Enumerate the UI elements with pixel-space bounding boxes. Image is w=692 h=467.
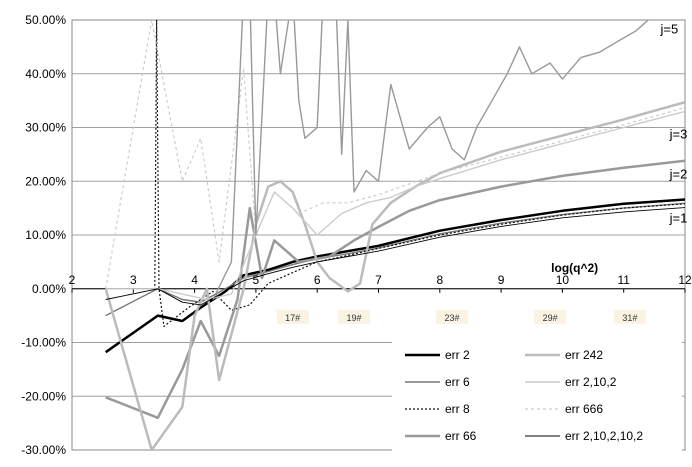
legend-label: err 666 (565, 402, 603, 416)
legend-label: err 2,10,2,10,2 (565, 429, 643, 443)
x-badge: 19# (346, 313, 361, 323)
x-tick-label: 2 (69, 273, 76, 287)
series-line-3 (105, 159, 685, 420)
series-line-5 (105, 110, 685, 301)
annotation-layer: 17# 19# 23# 29# 31# j=5 j=3 j=2 j=1 (276, 21, 688, 324)
plot-border (71, 19, 686, 451)
y-tick-label: 30.00% (25, 121, 66, 135)
curve-label: j=2 (669, 167, 688, 182)
x-badge: 17# (285, 313, 300, 323)
legend-label: err 66 (445, 429, 477, 443)
grid-layer (71, 19, 686, 451)
y-tick-label: 50.00% (25, 13, 66, 27)
x-tick-label: 6 (314, 273, 321, 287)
x-tick-label: 3 (130, 273, 137, 287)
x-badge-bg (613, 309, 646, 324)
x-badge-bg (436, 309, 469, 324)
legend-label: err 2 (445, 348, 470, 362)
x-badge: 31# (622, 313, 637, 323)
series-line-8 (212, 20, 649, 300)
y-tick-label: -10.00% (21, 336, 66, 350)
legend-label: err 8 (445, 402, 470, 416)
x-tick-label: 8 (436, 273, 443, 287)
series-line-0 (104, 198, 685, 354)
x-tick-label: 9 (498, 273, 505, 287)
legend-label: err 2,10,2 (565, 375, 617, 389)
curve-label: j=1 (669, 211, 688, 226)
axis-layer: -30.00% -20.00% -10.00% 0.00% 10.00% 20.00% 30… (21, 13, 692, 457)
curve-label: j=5 (659, 21, 678, 36)
y-tick-label: -30.00% (21, 443, 66, 457)
legend: err 2 err 6 err 8 err 66 err 242 err 2,10,2 er… (392, 333, 682, 461)
y-tick-label: 40.00% (25, 67, 66, 81)
x-badge-bg (337, 309, 370, 324)
x-axis-title: log(q^2) (551, 261, 598, 275)
legend-label: err 242 (565, 348, 603, 362)
x-tick-label: 5 (253, 273, 260, 287)
x-badge-bg (276, 309, 309, 324)
x-tick-label: 11 (617, 273, 630, 287)
curve-label: j=3 (669, 126, 688, 141)
y-tick-label: 20.00% (25, 174, 66, 188)
y-tick-label: 0.00% (32, 282, 66, 296)
legend-label: err 6 (445, 375, 470, 389)
y-tick-label: 10.00% (25, 228, 66, 242)
x-badge: 29# (543, 313, 558, 323)
series-line-6 (105, 20, 685, 289)
x-tick-label: 12 (678, 273, 692, 287)
x-tick-label: 10 (556, 273, 570, 287)
series-line-7 (105, 207, 685, 306)
x-tick-label: 4 (191, 273, 198, 287)
x-tick-label: 7 (375, 273, 382, 287)
y-tick-label: -20.00% (21, 389, 66, 403)
series-line-2 (105, 20, 685, 327)
series-layer (104, 20, 685, 450)
x-badge: 23# (445, 313, 460, 323)
x-badge-bg (534, 309, 567, 324)
